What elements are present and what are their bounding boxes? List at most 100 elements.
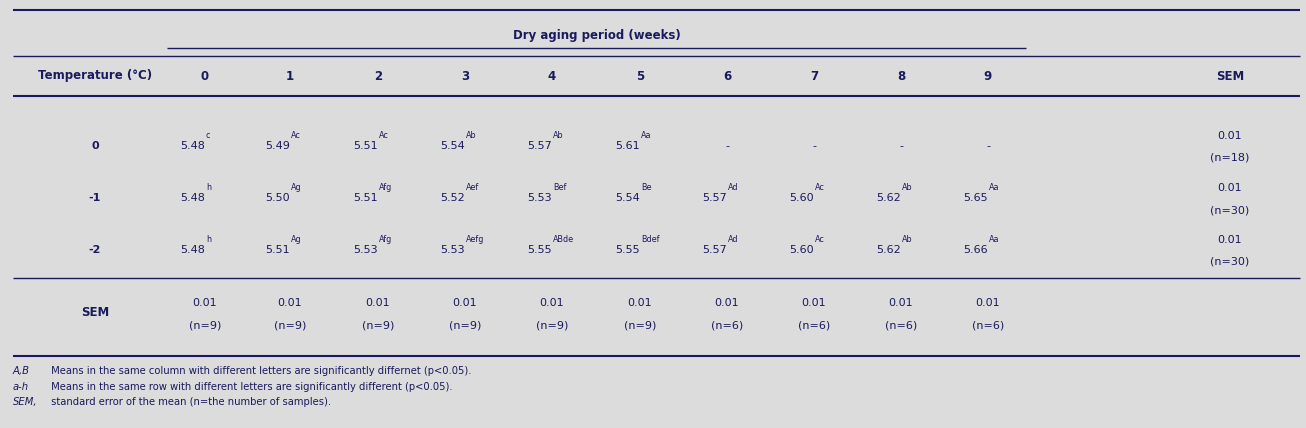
Text: 5.53: 5.53 [528,193,552,203]
Text: 0.01: 0.01 [802,298,827,308]
Text: 5.65: 5.65 [964,193,989,203]
Text: 0: 0 [91,141,99,151]
Text: 5.57: 5.57 [703,193,727,203]
Text: 5.48: 5.48 [180,141,205,151]
Text: -1: -1 [89,193,101,203]
Text: h: h [206,184,212,193]
Text: Be: Be [641,184,652,193]
Text: Aef: Aef [466,184,479,193]
Text: 0.01: 0.01 [1217,131,1242,141]
Text: SEM: SEM [81,306,110,319]
Text: 4: 4 [549,69,556,83]
Text: Aa: Aa [989,184,999,193]
Text: 1: 1 [286,69,294,83]
Text: 0.01: 0.01 [366,298,390,308]
Text: (n=9): (n=9) [624,320,656,330]
Text: 5.51: 5.51 [354,141,377,151]
Text: (n=9): (n=9) [274,320,306,330]
Text: 6: 6 [724,69,731,83]
Text: Means in the same column with different letters are significantly differnet (p<0: Means in the same column with different … [48,366,471,376]
Text: 8: 8 [897,69,905,83]
Text: (n=18): (n=18) [1211,153,1250,163]
Text: (n=6): (n=6) [885,320,917,330]
Text: 0.01: 0.01 [628,298,652,308]
Text: 5.53: 5.53 [440,245,465,255]
Text: Afg: Afg [379,235,392,244]
Text: 0.01: 0.01 [539,298,564,308]
Text: 5.60: 5.60 [789,193,814,203]
Text: Ac: Ac [291,131,300,140]
Text: Bef: Bef [552,184,567,193]
Text: 5.57: 5.57 [528,141,552,151]
Text: 5.54: 5.54 [440,141,465,151]
Text: (n=30): (n=30) [1211,257,1250,267]
Text: (n=9): (n=9) [189,320,221,330]
Text: Ab: Ab [902,184,913,193]
Text: 5.50: 5.50 [265,193,290,203]
Text: 5.62: 5.62 [876,245,901,255]
Text: Ag: Ag [291,235,302,244]
Text: c: c [206,131,210,140]
Text: 5.51: 5.51 [265,245,290,255]
Text: Ab: Ab [552,131,564,140]
Text: (n=9): (n=9) [449,320,481,330]
Text: (n=30): (n=30) [1211,205,1250,215]
Text: (n=6): (n=6) [798,320,831,330]
Text: 5.55: 5.55 [615,245,640,255]
Text: (n=6): (n=6) [710,320,743,330]
Text: 5.48: 5.48 [180,193,205,203]
Text: Ac: Ac [815,235,825,244]
Text: Means in the same row with different letters are significantly different (p<0.05: Means in the same row with different let… [48,381,453,392]
Text: -2: -2 [89,245,101,255]
Text: ABde: ABde [552,235,575,244]
Text: Aa: Aa [641,131,652,140]
Text: 5.62: 5.62 [876,193,901,203]
Text: Aefg: Aefg [466,235,485,244]
Text: 5.61: 5.61 [615,141,640,151]
Text: 7: 7 [810,69,818,83]
Text: -: - [899,141,902,151]
Text: h: h [206,235,212,244]
Text: 5.51: 5.51 [354,193,377,203]
Text: SEM: SEM [1216,69,1245,83]
Text: 0.01: 0.01 [278,298,302,308]
Text: 0.01: 0.01 [453,298,477,308]
Text: Ab: Ab [902,235,913,244]
Text: -: - [725,141,729,151]
Text: 5.55: 5.55 [528,245,552,255]
Text: A,B: A,B [13,366,30,376]
Text: standard error of the mean (n=the number of samples).: standard error of the mean (n=the number… [48,397,332,407]
Text: Ac: Ac [815,184,825,193]
Text: SEM,: SEM, [13,397,38,407]
Text: 0.01: 0.01 [193,298,217,308]
Text: Afg: Afg [379,184,392,193]
Text: Temperature (°C): Temperature (°C) [38,69,151,83]
Text: 5.54: 5.54 [615,193,640,203]
Text: 0: 0 [201,69,209,83]
Text: (n=6): (n=6) [972,320,1004,330]
Text: 5.60: 5.60 [789,245,814,255]
Text: 5.53: 5.53 [354,245,377,255]
Text: Ab: Ab [466,131,477,140]
Text: 0.01: 0.01 [1217,183,1242,193]
Text: Ac: Ac [379,131,389,140]
Text: Ad: Ad [727,184,738,193]
Text: 5.57: 5.57 [703,245,727,255]
Text: 5.52: 5.52 [440,193,465,203]
Text: Bdef: Bdef [641,235,660,244]
Text: 0.01: 0.01 [1217,235,1242,245]
Text: 0.01: 0.01 [714,298,739,308]
Text: 5.49: 5.49 [265,141,290,151]
Text: a-h: a-h [13,381,29,392]
Text: Dry aging period (weeks): Dry aging period (weeks) [513,29,680,42]
Text: Ad: Ad [727,235,738,244]
Text: 0.01: 0.01 [888,298,913,308]
Text: 5.48: 5.48 [180,245,205,255]
Text: 5: 5 [636,69,644,83]
Text: 0.01: 0.01 [976,298,1000,308]
Text: -: - [812,141,816,151]
Text: -: - [986,141,990,151]
Text: Aa: Aa [989,235,999,244]
Text: (n=9): (n=9) [535,320,568,330]
Text: 9: 9 [983,69,993,83]
